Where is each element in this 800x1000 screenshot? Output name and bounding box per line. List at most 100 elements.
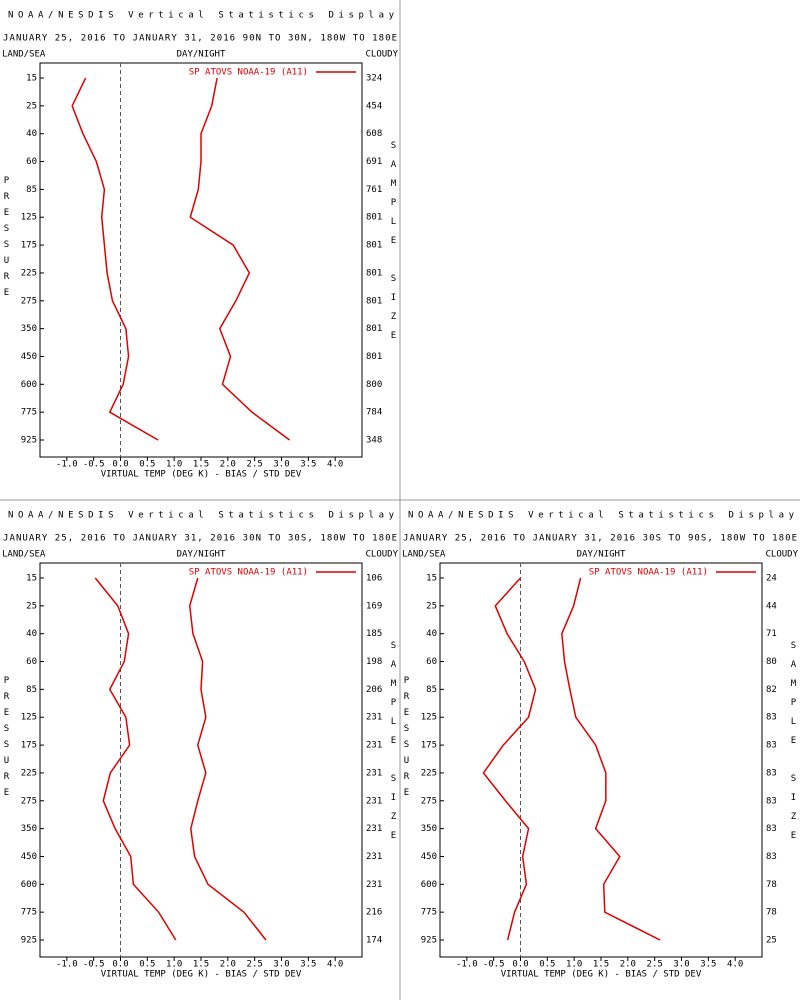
y-tick-label: 275	[421, 796, 437, 806]
sample-size-label: 800	[366, 380, 382, 390]
sample-size-label: 78	[766, 908, 777, 918]
x-tick-label: -1.0	[456, 960, 478, 970]
land-sea-label: LAND/SEA	[2, 550, 46, 560]
sample-size-label: 801	[366, 324, 382, 334]
y-tick-label: 775	[421, 908, 437, 918]
x-tick-label: 2.5	[247, 960, 263, 970]
land-sea-label: LAND/SEA	[402, 550, 446, 560]
sample-size-label: 83	[766, 852, 777, 862]
x-tick-label: 3.5	[700, 960, 716, 970]
x-tick-label: 1.5	[193, 960, 209, 970]
sample-size-label: 106	[366, 574, 382, 584]
y-tick-label: 60	[426, 657, 437, 667]
y-tick-label: 600	[21, 880, 37, 890]
y-tick-label: 775	[21, 408, 37, 418]
panel-subtitle: JANUARY 25, 2016 TO JANUARY 31, 2016 30S…	[403, 534, 797, 544]
data-line	[561, 577, 661, 941]
sample-size-label: 174	[366, 936, 382, 946]
legend-label: SP ATOVS NOAA-19 (A11)	[189, 568, 308, 578]
y2-axis-title: SAMPLE SIZE	[789, 641, 799, 850]
sample-size-label: 801	[366, 213, 382, 223]
data-line	[71, 77, 159, 441]
x-tick-label: 0.5	[139, 460, 155, 470]
sample-size-label: 454	[366, 101, 382, 111]
y-tick-label: 25	[426, 601, 437, 611]
sample-size-label: 206	[366, 685, 382, 695]
x-tick-label: 4.0	[327, 460, 343, 470]
x-tick-label: 3.5	[300, 460, 316, 470]
y-tick-label: 350	[21, 324, 37, 334]
y-tick-label: 175	[421, 741, 437, 751]
sample-size-label: 231	[366, 796, 382, 806]
panel-title: NOAA/NESDIS Vertical Statistics Display	[8, 11, 395, 21]
x-tick-label: 4.0	[327, 960, 343, 970]
panel: NOAA/NESDIS Vertical Statistics Display J…	[2, 511, 399, 980]
y2-axis-title: SAMPLE SIZE	[389, 141, 399, 350]
legend-label: SP ATOVS NOAA-19 (A11)	[589, 568, 708, 578]
data-line	[189, 77, 290, 441]
x-tick-label: 0.5	[539, 960, 555, 970]
sample-size-label: 801	[366, 352, 382, 362]
day-night-label: DAY/NIGHT	[577, 550, 626, 560]
sample-size-label: 83	[766, 768, 777, 778]
y-tick-label: 25	[26, 601, 37, 611]
y-tick-label: 600	[421, 880, 437, 890]
x-tick-label: -0.5	[83, 960, 105, 970]
y-tick-label: 60	[26, 157, 37, 167]
sample-size-label: 801	[366, 296, 382, 306]
x-tick-label: 0.5	[139, 960, 155, 970]
x-tick-label: 1.5	[193, 460, 209, 470]
y-tick-label: 40	[426, 629, 437, 639]
sample-size-label: 80	[766, 657, 777, 667]
y-tick-label: 925	[21, 436, 37, 446]
data-line	[188, 577, 267, 941]
x-tick-label: -1.0	[56, 960, 78, 970]
sample-size-label: 78	[766, 880, 777, 890]
x-tick-label: 3.0	[273, 460, 289, 470]
panel-subtitle: JANUARY 25, 2016 TO JANUARY 31, 2016 30N…	[3, 534, 397, 544]
sample-size-label: 231	[366, 852, 382, 862]
y-tick-label: 125	[21, 213, 37, 223]
panel-subtitle: JANUARY 25, 2016 TO JANUARY 31, 2016 90N…	[3, 34, 397, 44]
cloudy-label: CLOUDY	[365, 50, 398, 60]
x-tick-label: 1.5	[593, 960, 609, 970]
x-tick-label: 4.0	[727, 960, 743, 970]
sample-size-label: 691	[366, 157, 382, 167]
sample-size-label: 231	[366, 880, 382, 890]
panel: NOAA/NESDIS Vertical Statistics Display J…	[2, 11, 399, 480]
sample-size-label: 216	[366, 908, 382, 918]
y-tick-label: 350	[21, 824, 37, 834]
y-tick-label: 25	[26, 101, 37, 111]
x-tick-label: 1.0	[166, 960, 182, 970]
y-tick-label: 450	[421, 852, 437, 862]
sample-size-label: 185	[366, 629, 382, 639]
sample-size-label: 608	[366, 129, 382, 139]
y-tick-label: 85	[426, 685, 437, 695]
y-tick-label: 350	[421, 824, 437, 834]
sample-size-label: 169	[366, 601, 382, 611]
y-tick-label: 450	[21, 852, 37, 862]
sample-size-label: 801	[366, 268, 382, 278]
y-axis-title: PRESSURE	[2, 176, 12, 304]
y-tick-label: 225	[421, 768, 437, 778]
sample-size-label: 784	[366, 408, 382, 418]
sample-size-label: 198	[366, 657, 382, 667]
x-tick-label: 3.0	[273, 960, 289, 970]
sample-size-label: 44	[766, 601, 777, 611]
legend-label: SP ATOVS NOAA-19 (A11)	[189, 68, 308, 78]
day-night-label: DAY/NIGHT	[177, 50, 226, 60]
y-tick-label: 175	[21, 741, 37, 751]
sample-size-label: 801	[366, 241, 382, 251]
x-tick-label: 0.0	[112, 460, 128, 470]
y-tick-label: 85	[26, 685, 37, 695]
x-tick-label: 2.5	[247, 460, 263, 470]
x-tick-label: 1.0	[566, 960, 582, 970]
y-tick-label: 275	[21, 296, 37, 306]
day-night-label: DAY/NIGHT	[177, 550, 226, 560]
sample-size-label: 71	[766, 629, 777, 639]
sample-size-label: 231	[366, 741, 382, 751]
x-tick-label: 1.0	[166, 460, 182, 470]
cloudy-label: CLOUDY	[765, 550, 798, 560]
